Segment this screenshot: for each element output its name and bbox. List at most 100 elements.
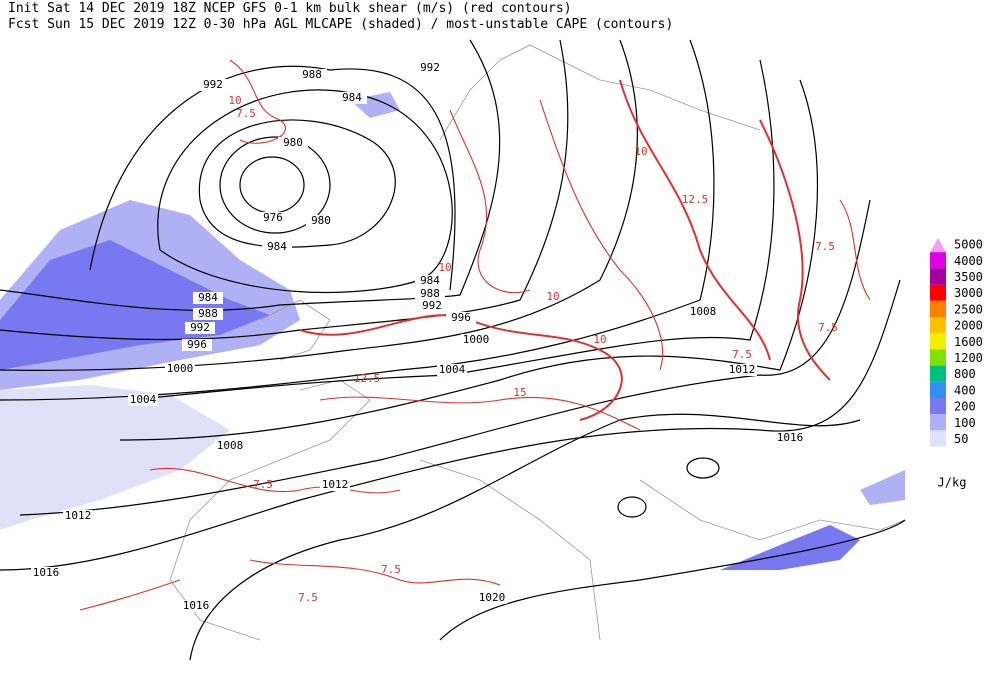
legend-swatch <box>930 317 946 334</box>
isobar <box>157 89 453 294</box>
shear-label: 12.5 <box>682 193 709 206</box>
legend-label: 5000 <box>954 238 983 252</box>
legend-swatch <box>930 268 946 285</box>
legend-label: 1600 <box>954 335 983 349</box>
label-backing <box>337 92 367 104</box>
shear-label: 10 <box>438 261 451 274</box>
legend-label: 2500 <box>954 302 983 316</box>
isobar <box>0 279 901 571</box>
isobar-label: 980 <box>283 136 303 149</box>
shear-label: 7.5 <box>381 563 401 576</box>
shear-label: 7.5 <box>236 107 256 120</box>
cape-area <box>860 470 905 505</box>
shear-label: 7.5 <box>298 591 318 604</box>
label-backing <box>417 300 447 312</box>
legend-swatch <box>930 430 946 447</box>
coastline <box>439 44 761 141</box>
isobar-label: 984 <box>267 240 287 253</box>
isobar <box>439 519 906 641</box>
legend-swatch <box>930 300 946 317</box>
shear-contour <box>299 314 623 421</box>
isobar <box>686 457 720 479</box>
isobar <box>198 119 396 248</box>
coastline <box>259 299 331 361</box>
legend-swatch <box>930 252 946 269</box>
cape-area <box>0 240 270 370</box>
legend-label: 50 <box>954 432 968 446</box>
shear-contour <box>229 59 286 144</box>
legend-label: 2000 <box>954 319 983 333</box>
shear-label: 12.5 <box>354 372 381 385</box>
isobar-label: 1020 <box>479 591 506 604</box>
isobar-label: 976 <box>263 211 283 224</box>
cape-area <box>720 525 860 570</box>
label-backing <box>775 432 805 444</box>
isobar <box>0 39 501 311</box>
label-backing <box>306 215 336 227</box>
legend-label: 200 <box>954 400 976 414</box>
header-line: Init Sat 14 DEC 2019 18Z NCEP GFS 0-1 km… <box>8 1 572 16</box>
legend-swatch <box>930 284 946 301</box>
isobar-label: 988 <box>302 68 322 81</box>
shear-contour <box>319 396 641 431</box>
isobar-label: 984 <box>342 91 362 104</box>
isobar-label: 1012 <box>729 363 756 376</box>
isobar-label: 992 <box>422 299 442 312</box>
isobar <box>617 496 647 518</box>
label-backing <box>31 567 61 579</box>
shear-contour <box>79 579 181 611</box>
isobar-label: 1012 <box>65 509 92 522</box>
isobar-label: 1016 <box>33 566 60 579</box>
label-backing <box>446 312 476 324</box>
isobar-label: 1008 <box>690 305 717 318</box>
isobar <box>119 79 819 441</box>
shear-label: 7.5 <box>818 321 838 334</box>
label-backing <box>415 62 445 74</box>
label-backing <box>461 334 491 346</box>
label-backing <box>193 292 223 304</box>
isobar-label: 984 <box>198 291 218 304</box>
isobar-label: 988 <box>420 287 440 300</box>
legend-swatch <box>930 381 946 398</box>
shear-contour <box>149 467 401 494</box>
cape-shading <box>0 92 905 570</box>
legend-swatch <box>930 365 946 382</box>
isobar <box>0 39 639 371</box>
label-backing <box>415 275 445 287</box>
isobar-label: 992 <box>420 61 440 74</box>
isobar-label: 992 <box>190 321 210 334</box>
label-backing <box>258 212 288 224</box>
legend-label: 800 <box>954 367 976 381</box>
label-backing <box>320 479 350 491</box>
header-line: Fcst Sun 15 DEC 2019 12Z 0-30 hPa AGL ML… <box>8 17 673 32</box>
isobar <box>0 39 715 401</box>
shear-label: 10 <box>546 290 559 303</box>
shear-contour <box>249 559 501 586</box>
coastline <box>639 479 906 541</box>
label-backing <box>128 394 158 406</box>
isobar-label: 1008 <box>217 439 244 452</box>
label-backing <box>63 510 93 522</box>
label-backing <box>415 288 445 300</box>
isobar <box>89 65 456 291</box>
cape-area <box>0 385 230 530</box>
isobar-label: 1000 <box>167 362 194 375</box>
legend-label: 100 <box>954 416 976 430</box>
isobar <box>219 136 331 234</box>
legend-swatch <box>930 414 946 431</box>
shear-label: 15 <box>513 386 526 399</box>
label-backing <box>437 364 467 376</box>
label-backing <box>185 322 215 334</box>
label-backing <box>193 308 223 320</box>
label-backing <box>198 79 228 91</box>
label-backing <box>165 363 195 375</box>
legend-label: 3000 <box>954 286 983 300</box>
label-backing <box>297 69 327 81</box>
shear-label: 7.5 <box>253 478 273 491</box>
shear-label: 10 <box>634 145 647 158</box>
label-backing <box>181 600 211 612</box>
legend-swatch <box>930 333 946 350</box>
isobar-label: 996 <box>451 311 471 324</box>
